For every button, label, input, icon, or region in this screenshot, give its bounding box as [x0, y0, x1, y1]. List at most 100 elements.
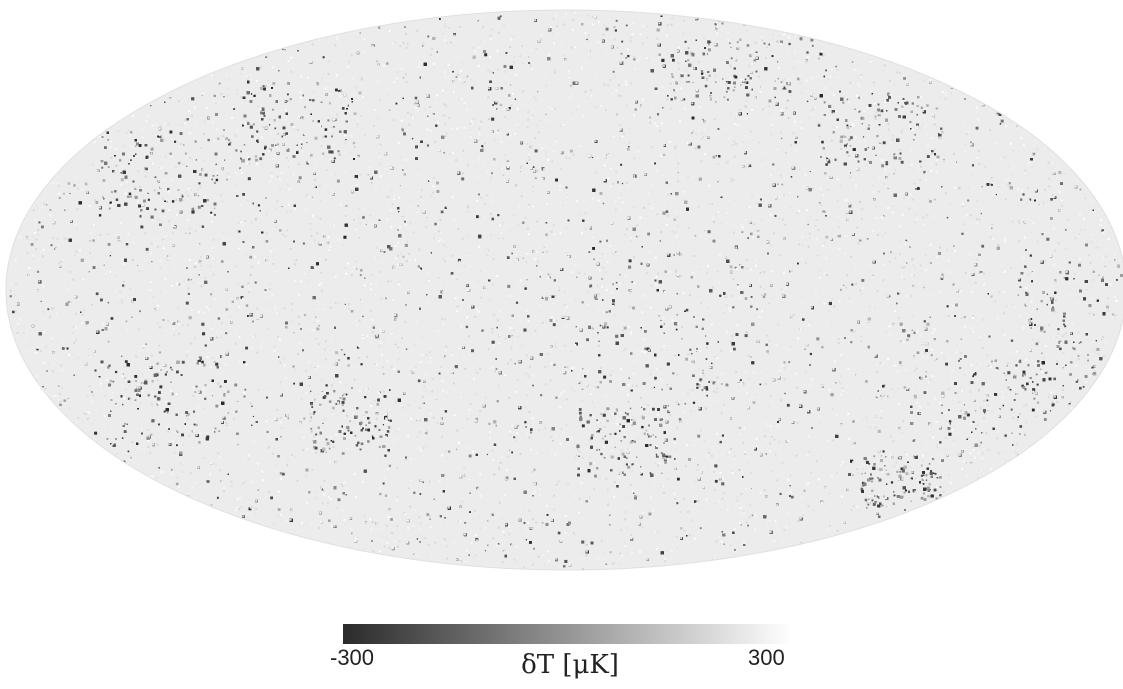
cold-pixel — [708, 14, 712, 18]
cold-pixel — [999, 123, 1002, 125]
cold-pixel — [112, 506, 116, 510]
cold-pixel — [440, 210, 444, 214]
cold-pixel — [783, 361, 786, 364]
cold-pixel — [935, 510, 938, 513]
cold-pixel — [254, 281, 257, 284]
cold-pixel — [22, 108, 24, 111]
cold-pixel — [1014, 494, 1017, 497]
cold-pixel — [821, 140, 824, 144]
cold-pixel — [863, 158, 866, 161]
cold-pixel — [224, 159, 226, 161]
cold-pixel — [510, 543, 512, 546]
cold-pixel — [245, 304, 249, 307]
cold-pixel — [33, 70, 35, 73]
cold-pixel — [751, 514, 754, 517]
cold-pixel — [1011, 542, 1013, 545]
cold-pixel — [541, 522, 544, 524]
cold-pixel — [874, 501, 878, 504]
cold-pixel — [378, 26, 381, 29]
cold-pixel — [70, 11, 73, 14]
cold-pixel — [227, 555, 229, 557]
cold-pixel — [199, 28, 203, 31]
cold-pixel — [167, 33, 170, 36]
cold-pixel — [493, 443, 497, 446]
cold-pixel — [1057, 77, 1060, 81]
cold-pixel — [986, 399, 989, 402]
cold-pixel — [72, 89, 75, 92]
cold-pixel — [644, 330, 647, 333]
cold-pixel — [655, 453, 657, 455]
cold-pixel — [1046, 84, 1049, 87]
cold-pixel — [691, 132, 693, 134]
cold-pixel — [939, 476, 942, 479]
cold-pixel — [1079, 386, 1082, 390]
cold-pixel — [1031, 101, 1035, 104]
cold-pixel — [782, 88, 784, 90]
cold-pixel — [1032, 388, 1036, 392]
cold-pixel — [390, 518, 393, 521]
cold-pixel — [830, 553, 833, 555]
cold-pixel — [536, 265, 538, 267]
cold-pixel — [40, 79, 43, 82]
cold-pixel — [549, 276, 551, 279]
cold-pixel — [39, 186, 42, 189]
cold-pixel — [846, 151, 849, 154]
cold-pixel — [848, 138, 851, 141]
cold-pixel — [948, 500, 951, 504]
cold-pixel — [7, 542, 9, 544]
cold-pixel — [1031, 408, 1035, 412]
cold-pixel — [345, 549, 347, 552]
cold-pixel — [388, 419, 390, 421]
cold-pixel — [1082, 543, 1085, 547]
cold-pixel — [360, 269, 363, 272]
cold-pixel — [30, 243, 34, 246]
cold-pixel — [12, 85, 14, 87]
cold-pixel — [175, 18, 177, 20]
cold-pixel — [1042, 114, 1046, 118]
cold-pixel — [214, 431, 216, 433]
cold-pixel — [439, 515, 442, 518]
cold-pixel — [341, 560, 345, 563]
cold-pixel — [1101, 229, 1104, 232]
cold-pixel — [581, 424, 585, 428]
cold-pixel — [316, 327, 320, 331]
cold-pixel — [36, 270, 40, 273]
cold-pixel — [261, 558, 263, 561]
cold-pixel — [1036, 33, 1038, 35]
cold-pixel — [802, 318, 805, 321]
cold-pixel — [198, 182, 201, 185]
cold-pixel — [50, 555, 54, 558]
cold-pixel — [702, 369, 704, 372]
cold-pixel — [726, 91, 728, 93]
cold-pixel — [391, 569, 395, 570]
cold-pixel — [1103, 378, 1105, 380]
cold-pixel — [72, 125, 75, 127]
cold-pixel — [936, 504, 938, 506]
cold-pixel — [706, 53, 708, 55]
cold-pixel — [69, 506, 72, 510]
cold-pixel — [809, 564, 812, 567]
cold-pixel — [213, 53, 215, 55]
cold-pixel — [311, 406, 314, 408]
cold-pixel — [726, 98, 729, 101]
cold-pixel — [37, 518, 40, 521]
cold-pixel — [749, 232, 753, 236]
cold-pixel — [744, 334, 748, 338]
cold-pixel — [45, 204, 48, 206]
cold-pixel — [104, 119, 107, 122]
cold-pixel — [343, 235, 347, 239]
cold-pixel — [911, 329, 913, 331]
cold-pixel — [933, 338, 936, 341]
cold-pixel — [882, 450, 885, 453]
cold-pixel — [602, 202, 605, 205]
cold-pixel — [677, 477, 680, 481]
cold-pixel — [1098, 44, 1100, 46]
cold-pixel — [788, 361, 791, 363]
cold-pixel — [197, 195, 200, 197]
cold-pixel — [37, 552, 40, 556]
cold-pixel — [1073, 347, 1076, 351]
cold-pixel — [261, 558, 263, 561]
cold-pixel — [200, 559, 202, 561]
cold-pixel — [128, 470, 132, 474]
cold-pixel — [1061, 26, 1064, 29]
